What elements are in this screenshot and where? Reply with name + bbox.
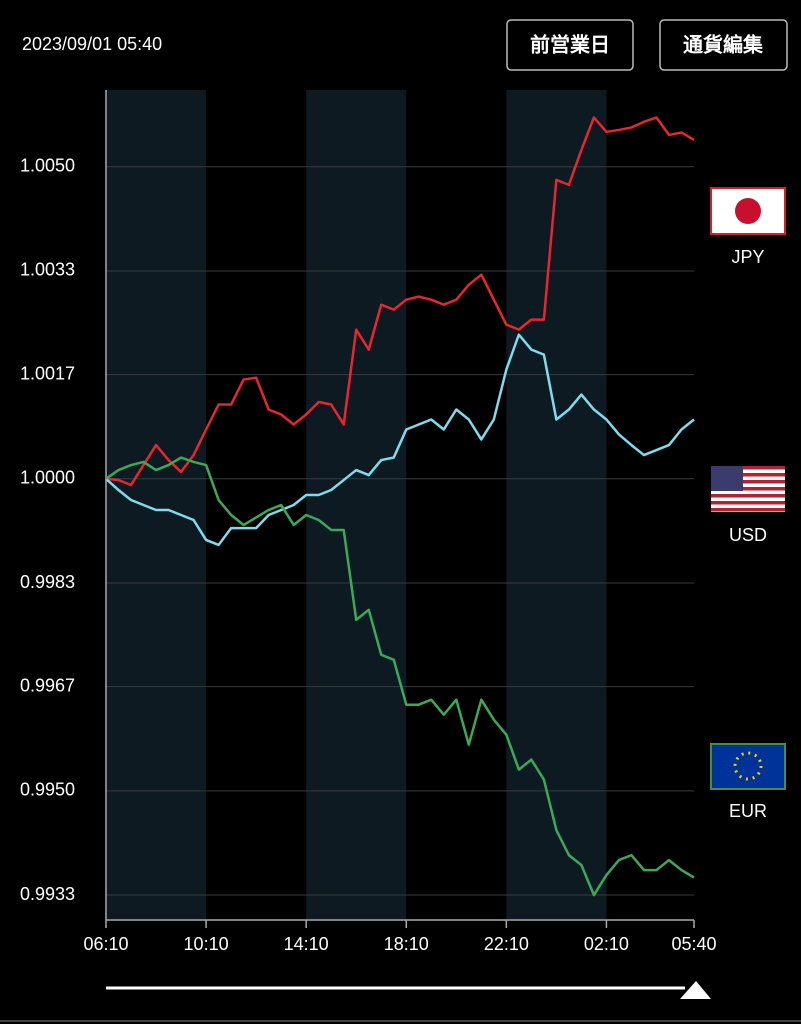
y-tick-label: 1.0000 (20, 468, 75, 488)
legend-label: USD (729, 525, 767, 545)
slider-handle[interactable] (680, 981, 711, 999)
x-tick-label: 14:10 (284, 934, 329, 954)
button-label: 通貨編集 (683, 32, 764, 56)
x-tick-label: 06:10 (83, 934, 128, 954)
x-tick-label: 05:40 (671, 934, 716, 954)
y-tick-label: 0.9933 (20, 884, 75, 904)
x-tick-label: 02:10 (584, 934, 629, 954)
flag-eu (710, 743, 786, 790)
y-tick-label: 1.0017 (20, 363, 75, 383)
bands (106, 90, 607, 920)
button-frame (659, 19, 788, 71)
x-tick-label: 22:10 (484, 934, 529, 954)
prev-day-button[interactable]: 前営業日 (506, 19, 634, 71)
series-line (105, 456, 695, 897)
x-tick-label: 18:10 (384, 934, 429, 954)
x-tick-label: 10:10 (184, 934, 229, 954)
flag-us (711, 466, 785, 512)
legend-label: JPY (731, 247, 764, 267)
y-tick-label: 1.0033 (20, 260, 75, 280)
series-line (105, 116, 695, 487)
timestamp: 2023/09/01 05:40 (22, 34, 162, 54)
button-label: 前営業日 (530, 32, 610, 56)
time-band (306, 90, 407, 920)
flag-jp (710, 187, 786, 235)
time-band (506, 90, 607, 920)
button-frame (506, 19, 634, 71)
plot: 1.0050 1.0033 1.0017 1.0000 0.9983 0.9967 0.99… (20, 90, 717, 954)
legend-label: EUR (729, 801, 767, 821)
edit-currency-button[interactable]: 通貨編集 (659, 19, 788, 71)
y-tick-label: 1.0050 (20, 156, 75, 176)
y-tick-label: 0.9967 (20, 675, 75, 695)
y-tick-label: 0.9950 (20, 780, 75, 800)
y-tick-label: 0.9983 (20, 572, 75, 592)
series-line (105, 333, 695, 547)
time-band (106, 90, 207, 920)
